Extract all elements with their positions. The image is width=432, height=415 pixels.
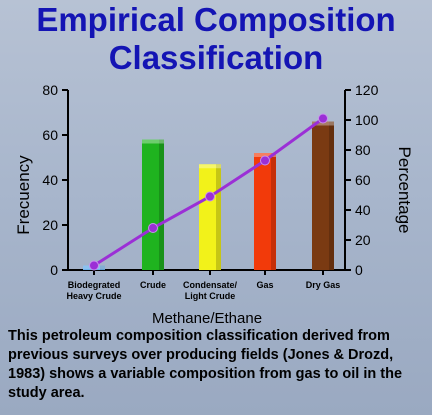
y-tick-label-right: 80: [355, 142, 371, 158]
y-tick-label-right: 20: [355, 232, 371, 248]
category-label: Light Crude: [185, 291, 236, 301]
chart-title-line-2: Classification: [108, 39, 324, 76]
category-label: Gas: [256, 280, 273, 290]
caption: This petroleum composition classificatio…: [8, 328, 403, 401]
bar-series: [83, 121, 334, 270]
bar: [312, 121, 334, 270]
y-tick-label-right: 0: [355, 262, 363, 278]
line-series: [89, 113, 328, 271]
bar: [199, 164, 221, 270]
line-point: [318, 113, 328, 124]
bar-shade: [271, 153, 276, 270]
y-axis-label-right: Percentage: [395, 147, 414, 234]
y-axis-label-left: Frecuency: [14, 155, 33, 235]
y-tick-label-right: 100: [355, 112, 379, 128]
bar-shade: [216, 164, 221, 270]
bar-top-highlight: [142, 139, 164, 144]
line-point: [260, 155, 270, 166]
y-tick-label-right: 40: [355, 202, 371, 218]
bar: [142, 139, 164, 270]
line-point: [205, 191, 215, 202]
y-tick-label-left: 40: [42, 172, 58, 188]
bar-shade: [100, 265, 105, 270]
axis-ticks: 0 20 40 60 80 0 20 40 60 80 100 120: [42, 82, 378, 278]
category-label: Heavy Crude: [66, 291, 121, 301]
bar-top-highlight: [254, 153, 276, 157]
line-point: [89, 260, 99, 271]
chart-title-line-1: Empirical Composition: [36, 1, 396, 38]
y-tick-label-right: 60: [355, 172, 371, 188]
y-tick-label-left: 60: [42, 127, 58, 143]
y-tick-label-right: 120: [355, 82, 379, 98]
x-axis-label: Methane/Ethane: [152, 310, 262, 327]
chart: 0 20 40 60 80 0 20 40 60 80 100 120 BiodegratedHeav…: [14, 82, 414, 327]
line-point: [148, 223, 158, 233]
category-label: Crude: [140, 280, 166, 290]
category-label: Biodegrated: [68, 280, 121, 290]
y-tick-label-left: 0: [50, 262, 58, 278]
bar-top-highlight: [199, 164, 221, 169]
bar-shade: [159, 139, 164, 270]
bar-shade: [329, 121, 334, 270]
bar: [254, 153, 276, 270]
category-label: Dry Gas: [306, 280, 341, 290]
category-label: Condensate/: [183, 280, 238, 290]
y-tick-label-left: 20: [42, 217, 58, 233]
y-tick-label-left: 80: [42, 82, 58, 98]
